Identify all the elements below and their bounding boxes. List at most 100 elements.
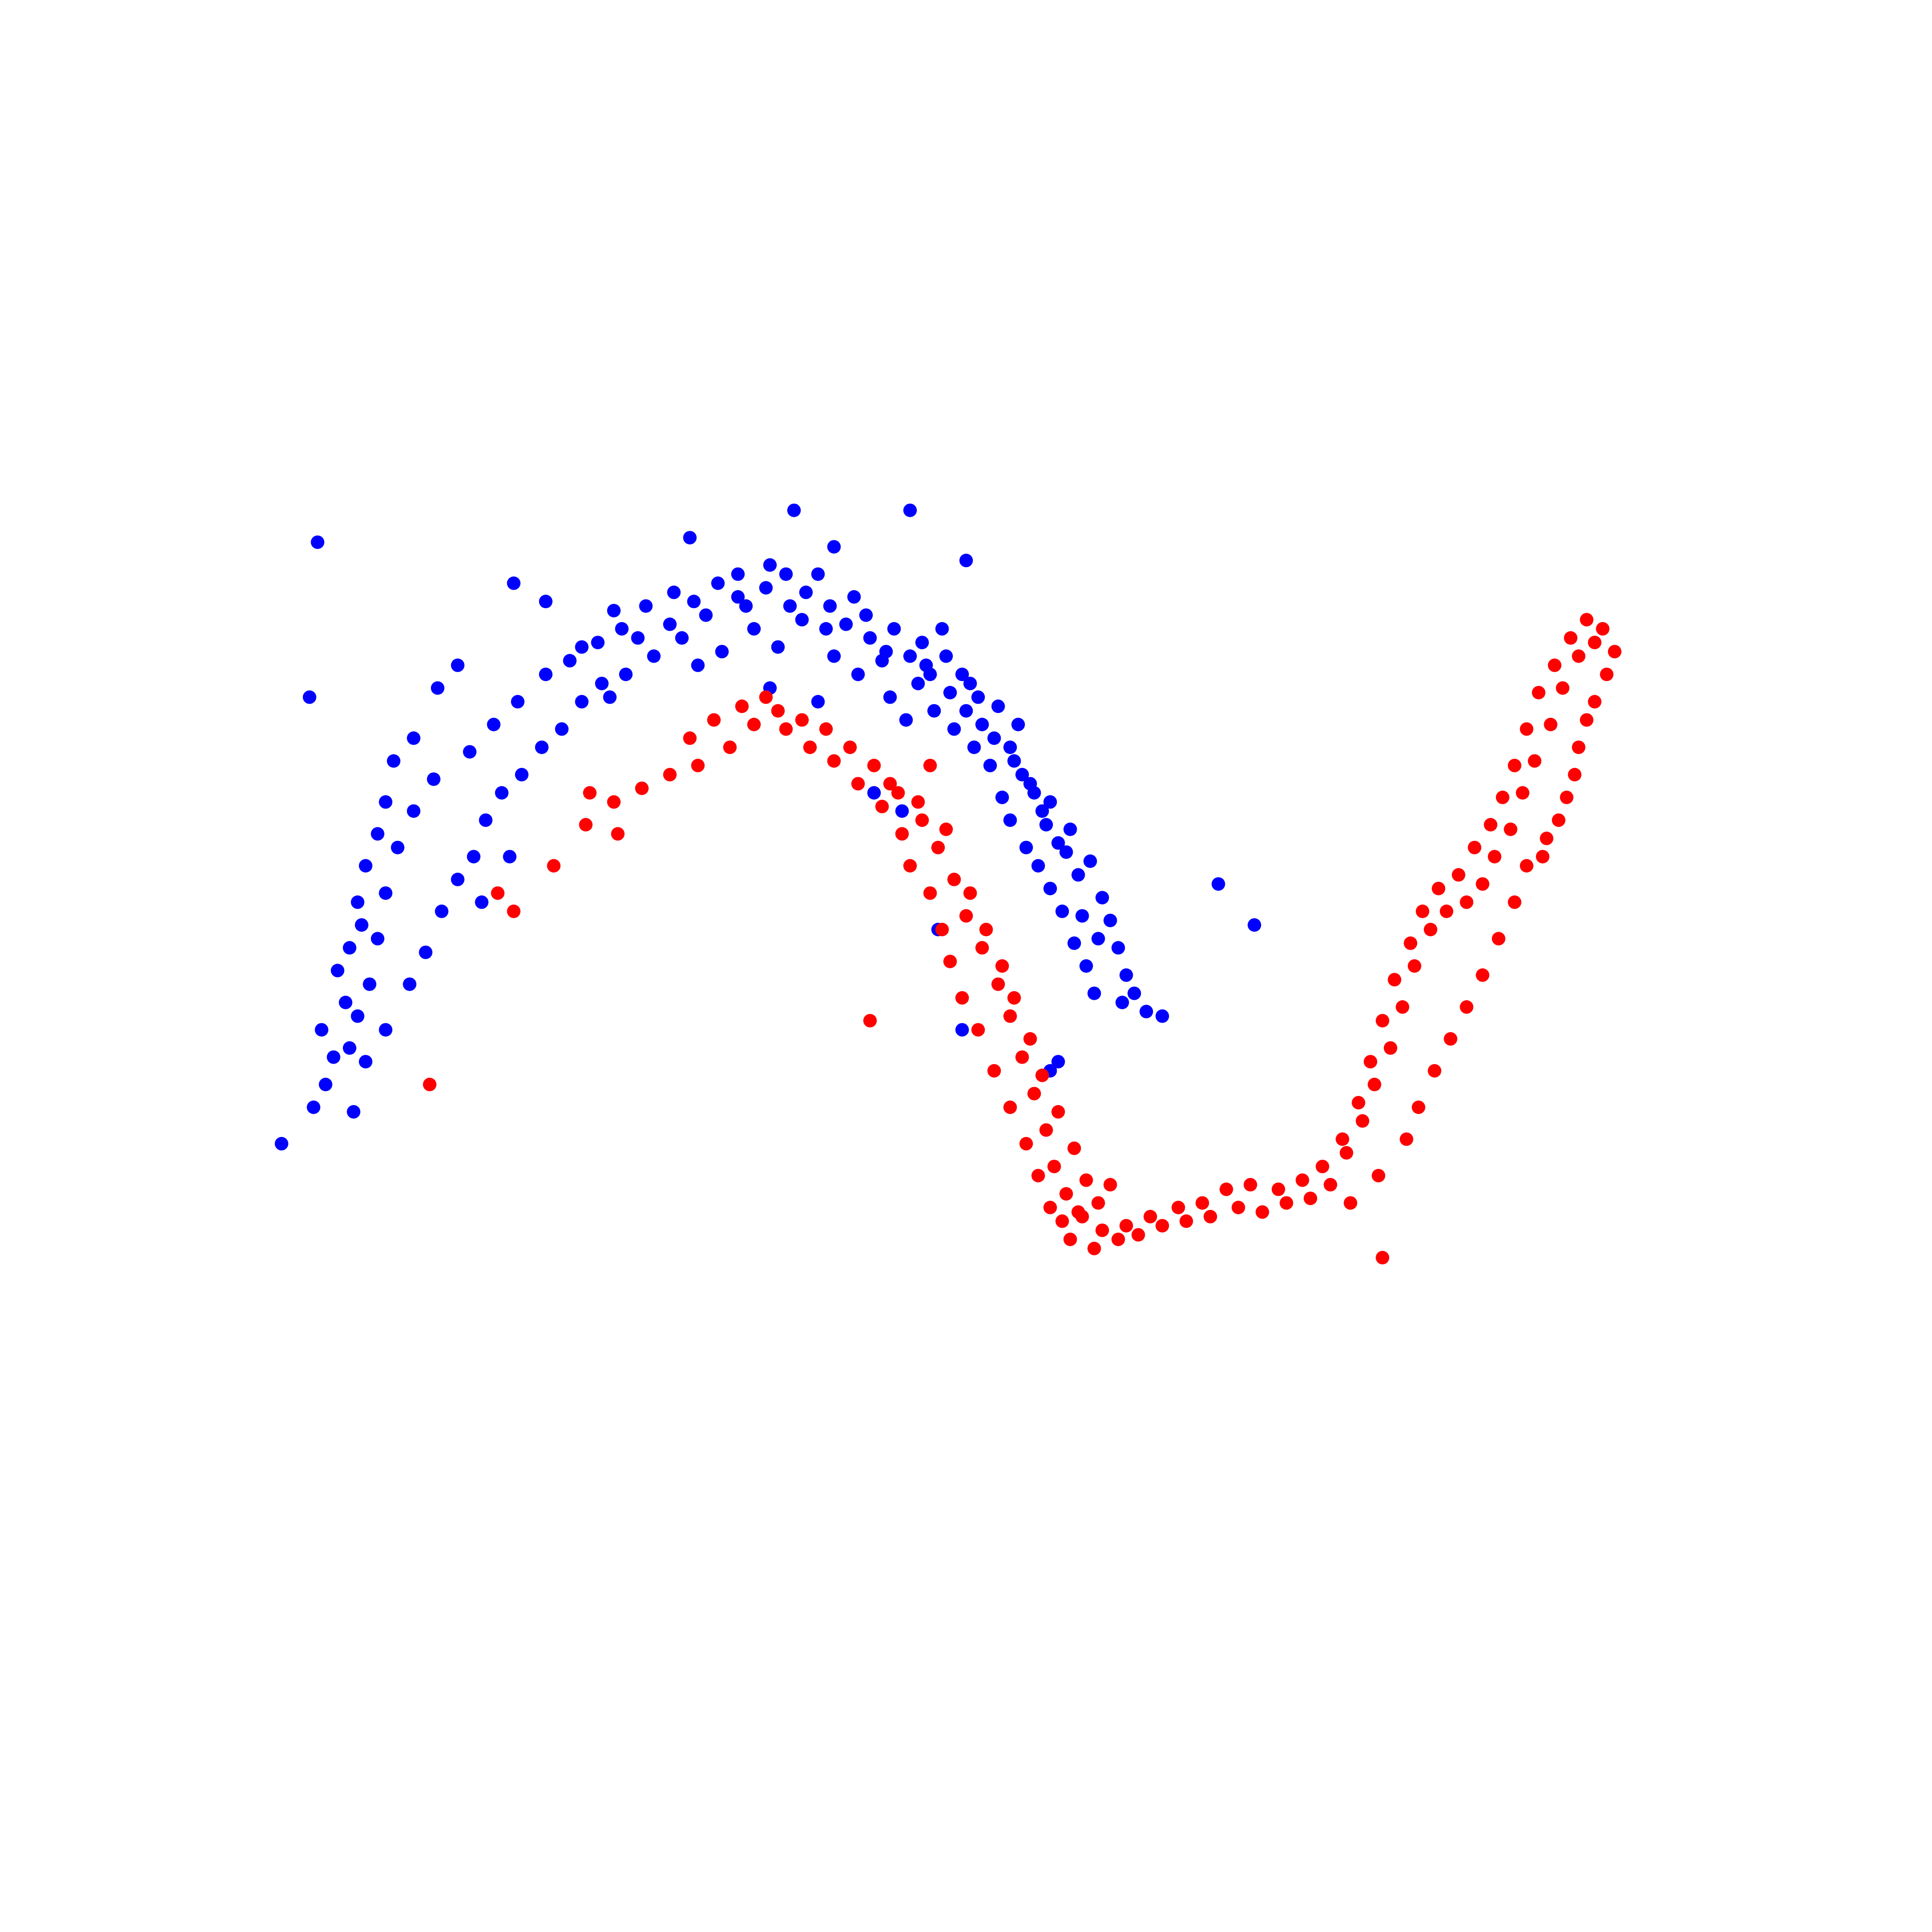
- data-point: [407, 731, 421, 745]
- data-point: [991, 699, 1005, 713]
- data-point: [1323, 1178, 1337, 1192]
- data-point: [1400, 1132, 1413, 1146]
- data-point: [631, 631, 645, 645]
- data-point: [1071, 1205, 1085, 1219]
- data-point: [515, 767, 529, 781]
- data-point: [319, 1078, 333, 1092]
- data-point: [887, 622, 901, 636]
- data-point: [979, 923, 993, 937]
- data-point: [307, 1100, 321, 1114]
- data-point: [843, 740, 857, 754]
- data-point: [867, 758, 881, 772]
- data-point: [975, 718, 989, 731]
- data-point: [1552, 813, 1565, 827]
- data-point: [1003, 1100, 1017, 1114]
- data-point: [1295, 1173, 1309, 1187]
- data-point: [1411, 1100, 1425, 1114]
- data-point: [1460, 895, 1474, 909]
- data-point: [1115, 995, 1129, 1009]
- data-point: [1143, 1209, 1157, 1223]
- data-point: [739, 599, 753, 613]
- data-point: [975, 941, 989, 955]
- data-point: [763, 558, 777, 572]
- data-point: [1031, 1169, 1045, 1182]
- data-point: [347, 1105, 361, 1119]
- data-point: [535, 740, 549, 754]
- data-point: [747, 622, 761, 636]
- data-point: [731, 590, 745, 604]
- data-point: [1015, 1050, 1029, 1064]
- data-point: [1019, 840, 1033, 854]
- data-point: [1035, 804, 1049, 818]
- data-point: [431, 681, 445, 695]
- data-point: [1051, 836, 1065, 850]
- data-point: [1203, 1209, 1217, 1223]
- data-point: [1087, 1241, 1101, 1255]
- data-point: [731, 567, 745, 581]
- data-point: [779, 722, 793, 736]
- data-point: [987, 1064, 1001, 1078]
- data-point: [971, 690, 985, 704]
- data-point: [1608, 645, 1621, 659]
- data-point: [1155, 1009, 1169, 1023]
- data-point: [1432, 881, 1446, 895]
- data-point: [1059, 845, 1073, 859]
- data-point: [511, 695, 525, 709]
- data-point: [891, 786, 905, 800]
- data-point: [1507, 895, 1521, 909]
- data-point: [911, 677, 925, 691]
- data-point: [1476, 877, 1490, 891]
- data-point: [903, 503, 917, 517]
- data-point: [1027, 1087, 1041, 1101]
- data-point: [1051, 1055, 1065, 1069]
- data-point: [1051, 1105, 1065, 1119]
- data-point: [1071, 868, 1085, 882]
- data-point: [342, 941, 356, 955]
- data-point: [1563, 631, 1577, 645]
- data-point: [1568, 767, 1582, 781]
- data-point: [1139, 1005, 1153, 1019]
- data-point: [1588, 636, 1602, 650]
- data-point: [330, 964, 344, 978]
- data-point: [663, 767, 677, 781]
- data-point: [915, 813, 929, 827]
- data-point: [1059, 1187, 1073, 1201]
- data-point: [1395, 1000, 1409, 1014]
- data-point: [379, 1023, 393, 1037]
- data-point: [715, 645, 729, 659]
- data-point: [611, 827, 625, 841]
- data-point: [915, 636, 929, 650]
- data-point: [1376, 1014, 1390, 1028]
- data-point: [547, 859, 561, 873]
- data-point: [1091, 932, 1105, 946]
- data-point: [1111, 941, 1125, 955]
- data-point: [995, 959, 1009, 973]
- data-point: [1560, 790, 1574, 804]
- data-point: [771, 640, 785, 654]
- data-point: [1504, 823, 1518, 836]
- data-point: [314, 1023, 328, 1037]
- data-point: [1439, 904, 1453, 918]
- data-point: [1015, 767, 1029, 781]
- data-point: [819, 722, 833, 736]
- data-point: [1383, 1041, 1397, 1055]
- data-point: [1588, 695, 1602, 709]
- data-point: [1067, 1141, 1081, 1155]
- data-point: [363, 977, 377, 991]
- data-point: [479, 813, 493, 827]
- data-point: [895, 827, 909, 841]
- data-point: [863, 1014, 877, 1028]
- data-point: [1404, 936, 1418, 950]
- data-point: [851, 668, 865, 682]
- data-point: [959, 909, 973, 923]
- data-point: [575, 640, 589, 654]
- data-point: [351, 895, 365, 909]
- data-point: [1460, 1000, 1474, 1014]
- data-point: [1528, 754, 1542, 768]
- data-point: [1532, 686, 1546, 699]
- data-point: [955, 668, 969, 682]
- data-point: [707, 713, 721, 727]
- data-point: [955, 1023, 969, 1037]
- data-point: [575, 695, 589, 709]
